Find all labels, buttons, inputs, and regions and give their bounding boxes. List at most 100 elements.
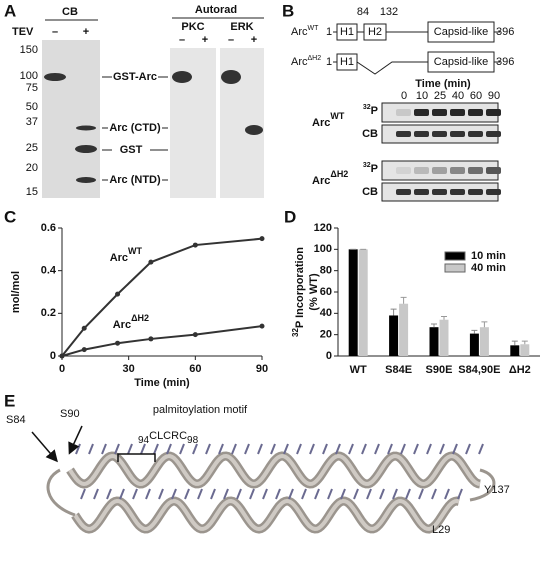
side-chain <box>262 488 268 500</box>
side-chain <box>101 443 107 455</box>
tev-label: TEV <box>12 26 34 38</box>
side-chain <box>327 488 333 500</box>
y-tick-label: 80 <box>320 265 332 277</box>
band-label: GST-Arc <box>113 71 157 83</box>
side-chain <box>184 488 190 500</box>
side-chain <box>413 443 419 455</box>
residue: 396 <box>496 56 514 68</box>
side-chain <box>405 488 411 500</box>
superscript: WT <box>308 25 320 32</box>
lane-sign: + <box>202 34 208 46</box>
x-tick-label: 90 <box>256 363 268 375</box>
kinase-label: PKC <box>181 21 204 33</box>
y-axis-label: (% WT) <box>308 273 320 311</box>
side-chain <box>335 443 341 455</box>
side-chain <box>418 488 424 500</box>
autorad-title: Autorad <box>195 4 237 16</box>
x-tick-label: WT <box>350 364 367 376</box>
time-label: 10 <box>416 90 428 102</box>
side-chain <box>457 488 463 500</box>
subscript: 94 <box>138 435 150 446</box>
mw-label: 20 <box>26 162 38 174</box>
domain-label: H2 <box>368 26 382 38</box>
residue: 1 <box>326 56 332 68</box>
y-tick-label: 120 <box>314 222 332 234</box>
band <box>486 109 501 116</box>
row-label: CB <box>362 186 378 198</box>
band <box>172 71 192 83</box>
domain-label: H1 <box>340 56 354 68</box>
point <box>115 340 121 346</box>
residue: 396 <box>496 26 514 38</box>
band <box>468 167 483 174</box>
side-chain <box>231 443 237 455</box>
band <box>396 167 411 174</box>
name: Arc <box>312 117 330 129</box>
blot-name: ArcΔH2 <box>312 169 348 187</box>
gel <box>220 48 264 198</box>
bar <box>389 315 399 356</box>
band <box>76 125 96 131</box>
side-chain <box>270 443 276 455</box>
band-label: Arc (NTD) <box>109 174 161 186</box>
point <box>259 236 265 242</box>
mw-label: 15 <box>26 186 38 198</box>
superscript: WT <box>330 111 344 121</box>
side-chain <box>153 443 159 455</box>
side-chain <box>210 488 216 500</box>
residue-label: S90 <box>60 408 80 420</box>
side-chain <box>114 443 120 455</box>
x-axis-label: Time (min) <box>134 377 190 389</box>
band <box>396 109 411 116</box>
bar <box>479 327 489 356</box>
domain <box>336 23 358 41</box>
band <box>432 167 447 174</box>
band <box>75 145 97 153</box>
point <box>81 325 87 331</box>
time-label: 40 <box>452 90 464 102</box>
side-chain <box>179 443 185 455</box>
side-chain <box>93 488 99 500</box>
construct-name: ArcWT <box>291 25 319 38</box>
mw-label: 100 <box>20 70 38 82</box>
row-label: CB <box>362 128 378 140</box>
side-chain <box>205 443 211 455</box>
side-chain <box>387 443 393 455</box>
y-axis-label: mol/mol <box>10 271 22 313</box>
error-bar <box>390 308 397 316</box>
side-chain <box>478 443 484 455</box>
blot-name: ArcWT <box>312 111 345 129</box>
y-tick-label: 0.2 <box>41 307 56 319</box>
point <box>148 259 154 265</box>
band-label: Arc (CTD) <box>109 122 161 134</box>
side-chain <box>452 443 458 455</box>
name: Arc <box>110 252 128 264</box>
side-chain <box>218 443 224 455</box>
band <box>245 125 263 135</box>
helix-edge <box>68 453 481 487</box>
time-label: 25 <box>434 90 446 102</box>
band <box>468 131 483 137</box>
side-chain <box>88 443 94 455</box>
band <box>414 131 429 137</box>
line <box>61 325 263 357</box>
legend-label: 10 min <box>471 250 506 262</box>
band <box>76 177 96 183</box>
construct-name: ArcΔH2 <box>291 55 321 68</box>
y-tick-label: 0 <box>326 350 332 362</box>
lane-sign: + <box>83 26 89 38</box>
x-tick-label: S84E <box>385 364 412 376</box>
side-chain <box>444 488 450 500</box>
side-chain <box>158 488 164 500</box>
row-label: 32P <box>363 104 378 117</box>
side-chain <box>132 488 138 500</box>
side-chain <box>171 488 177 500</box>
terminus-label: L29 <box>432 524 450 536</box>
sequence: CLCRC <box>149 430 187 442</box>
band <box>396 189 411 195</box>
point <box>148 336 154 342</box>
point <box>192 242 198 248</box>
y-tick-label: 60 <box>320 286 332 298</box>
side-chain <box>465 443 471 455</box>
band <box>414 109 429 116</box>
